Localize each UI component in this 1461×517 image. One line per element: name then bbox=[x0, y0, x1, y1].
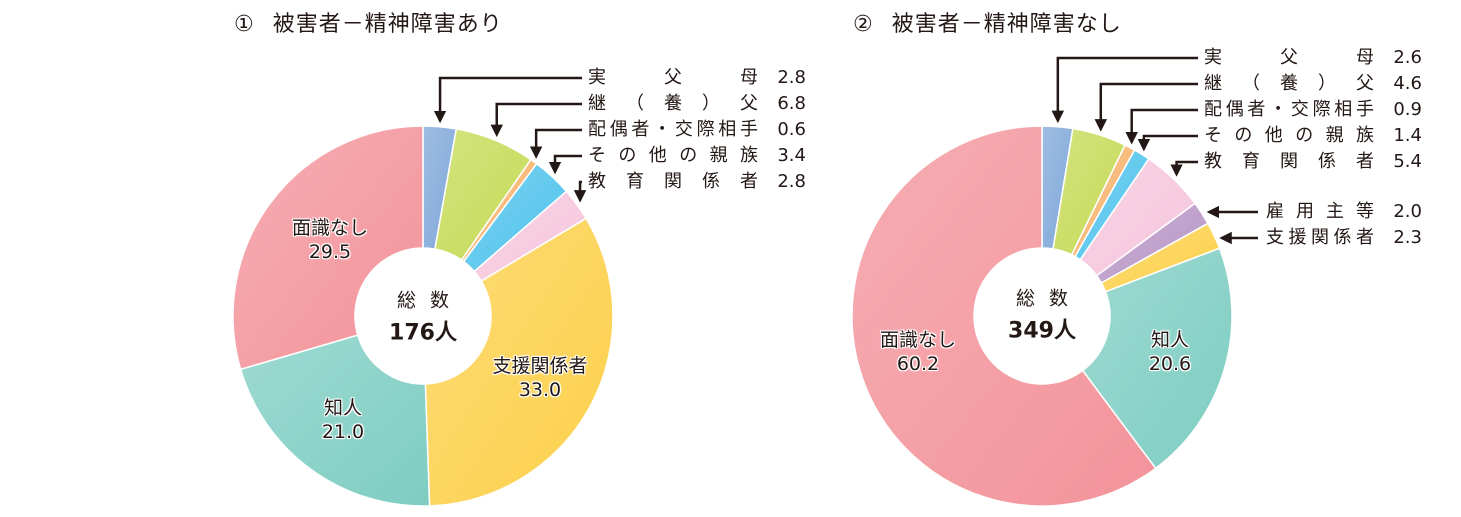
chart1-number: ① bbox=[234, 12, 255, 37]
slice-shade bbox=[474, 191, 587, 282]
slice-shade bbox=[423, 126, 457, 250]
chart2-center: 総数 349人 bbox=[1008, 287, 1082, 344]
legend-item: 配偶者・交際相手 0.6 bbox=[588, 119, 806, 140]
slice-shade bbox=[1080, 158, 1196, 276]
slice-shade bbox=[233, 126, 423, 370]
chart2-donut bbox=[851, 125, 1233, 507]
slice-shade bbox=[461, 159, 537, 262]
slice-shade bbox=[1042, 126, 1073, 249]
chart1-label-support: 支援関係者 33.0 bbox=[492, 355, 588, 401]
slice-shade bbox=[1075, 150, 1149, 260]
chart2-number: ② bbox=[853, 12, 874, 37]
slice-shade bbox=[1101, 223, 1220, 292]
leader-arrow bbox=[1094, 82, 1198, 132]
leader-arrow bbox=[548, 154, 582, 175]
slice-shade bbox=[1082, 248, 1232, 469]
chart1-label-acquaintance: 知人 21.0 bbox=[321, 397, 365, 443]
slice-shade bbox=[463, 163, 567, 272]
chart2-title-text: 被害者－精神障害なし bbox=[891, 12, 1122, 37]
chart2-label-acquaintance: 知人 20.6 bbox=[1148, 329, 1192, 375]
leader-arrow bbox=[529, 128, 582, 159]
slice-shade bbox=[1071, 145, 1135, 257]
legend-item: その他の親族 1.4 bbox=[1204, 125, 1422, 146]
legend-item: 教育関係者 5.4 bbox=[1204, 151, 1422, 172]
leader-arrow bbox=[573, 180, 587, 203]
legend-item: その他の親族 3.4 bbox=[588, 145, 806, 166]
legend-item: 実父母 2.6 bbox=[1204, 47, 1422, 68]
legend-item: 雇用主等 2.0 bbox=[1266, 201, 1422, 222]
legend-item: 継（養）父 6.8 bbox=[588, 93, 806, 114]
legend-item: 配偶者・交際相手 0.9 bbox=[1204, 99, 1422, 120]
legend-item: 実父母 2.8 bbox=[588, 67, 806, 88]
chart1-label-stranger: 面識なし 29.5 bbox=[291, 217, 369, 263]
slice-shade bbox=[434, 128, 531, 261]
slice-shade bbox=[851, 126, 1156, 506]
leader-arrow bbox=[1170, 160, 1198, 177]
slice-shade bbox=[240, 335, 430, 506]
slice-shade bbox=[1096, 203, 1208, 283]
legend-item: 支援関係者 2.3 bbox=[1266, 227, 1422, 248]
chart1-title: ① 被害者－精神障害あり bbox=[234, 6, 503, 38]
chart1-center: 総数 176人 bbox=[389, 289, 463, 346]
chart1-donut bbox=[232, 125, 614, 507]
leader-arrow bbox=[1051, 56, 1198, 124]
leader-arrow bbox=[1125, 108, 1198, 145]
legend-item: 継（養）父 4.6 bbox=[1204, 73, 1422, 94]
slice-shade bbox=[1053, 128, 1126, 255]
legend-item: 教育関係者 2.8 bbox=[588, 171, 806, 192]
slice-shade bbox=[425, 218, 614, 506]
chart2-title: ② 被害者－精神障害なし bbox=[853, 6, 1122, 38]
chart1-title-text: 被害者－精神障害あり bbox=[272, 12, 503, 37]
leader-arrow bbox=[490, 102, 582, 138]
leader-arrow bbox=[433, 76, 582, 124]
leader-arrow bbox=[1137, 134, 1198, 152]
chart2-label-stranger: 面識なし 60.2 bbox=[879, 329, 957, 375]
leader-arrows bbox=[433, 56, 1258, 245]
